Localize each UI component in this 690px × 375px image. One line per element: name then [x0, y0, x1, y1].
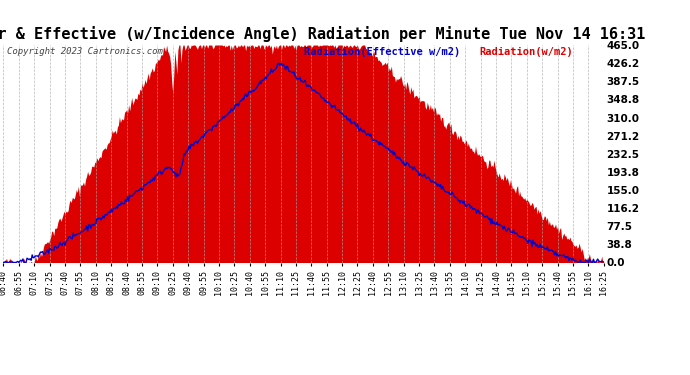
- Title: Solar & Effective (w/Incidence Angle) Radiation per Minute Tue Nov 14 16:31: Solar & Effective (w/Incidence Angle) Ra…: [0, 27, 646, 42]
- Text: Copyright 2023 Cartronics.com: Copyright 2023 Cartronics.com: [7, 47, 163, 56]
- Text: Radiation(w/m2): Radiation(w/m2): [480, 47, 573, 57]
- Text: Radiation(Effective w/m2): Radiation(Effective w/m2): [304, 47, 460, 57]
